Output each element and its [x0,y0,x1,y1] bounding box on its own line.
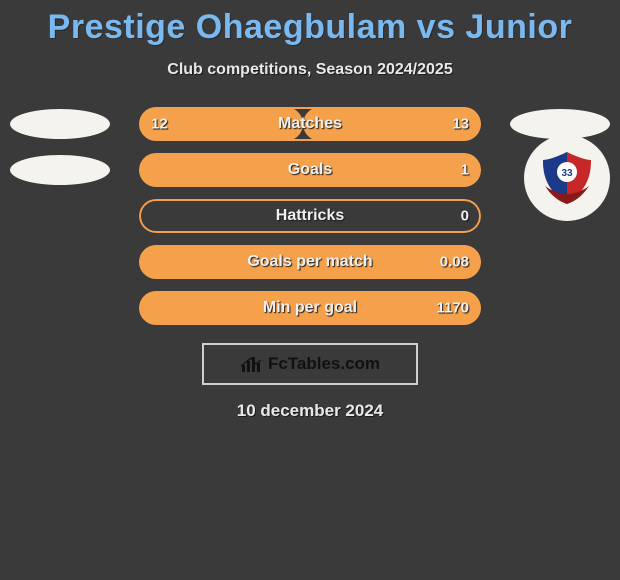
stat-bar: Goals per match 0.08 [139,245,481,279]
stat-label: Matches [278,115,342,133]
stat-row: Goals per match 0.08 [0,245,620,279]
bar-chart-icon [240,353,262,375]
stat-bar: Hattricks 0 [139,199,481,233]
stat-bar: Min per goal 1170 [139,291,481,325]
stat-value-right: 1170 [436,300,469,317]
player-badge-left-placeholder [10,155,110,185]
stat-value-left: 12 [151,116,168,133]
brand-attribution: FcTables.com [202,343,418,385]
stat-label: Hattricks [276,207,344,225]
stat-label: Goals per match [247,253,372,271]
stat-value-right: 0 [461,208,469,225]
stat-value-right: 0.08 [440,254,469,271]
stat-row: Goals 1 33 [0,153,620,187]
svg-text:33: 33 [561,168,573,179]
stat-value-right: 13 [452,116,469,133]
stat-row: Min per goal 1170 [0,291,620,325]
stat-bar: 12 Matches 13 [139,107,481,141]
stat-bar: Goals 1 [139,153,481,187]
brand-text: FcTables.com [268,354,380,374]
stat-row: Hattricks 0 [0,199,620,233]
comparison-chart: 12 Matches 13 Goals 1 33 [0,107,620,325]
date-text: 10 december 2024 [0,401,620,421]
stat-label: Min per goal [263,299,357,317]
player-badge-left-placeholder [10,109,110,139]
stat-row: 12 Matches 13 [0,107,620,141]
subtitle: Club competitions, Season 2024/2025 [0,61,620,79]
stat-label: Goals [288,161,332,179]
stat-value-right: 1 [461,162,469,179]
page-title: Prestige Ohaegbulam vs Junior [0,0,620,47]
